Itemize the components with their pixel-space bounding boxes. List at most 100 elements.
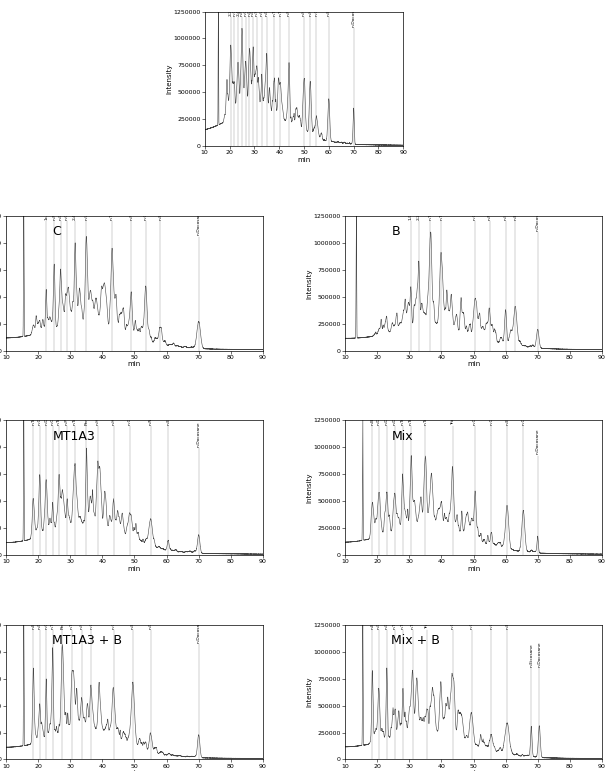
Text: Pentane: Pentane	[85, 406, 88, 425]
Text: 2,2,4,6-Tetramethylbenzene: 2,2,4,6-Tetramethylbenzene	[417, 159, 421, 220]
Text: n-Tetramethylbenzene: n-Tetramethylbenzene	[70, 581, 74, 629]
Text: n-Docosane: n-Docosane	[537, 641, 541, 667]
Text: n-Nonane: n-Nonane	[52, 199, 56, 220]
Text: 1c,2c,3c-Trimethylcyclohexane: 1c,2c,3c-Trimethylcyclohexane	[44, 153, 48, 220]
Text: n-Tetradecane: n-Tetradecane	[423, 394, 427, 425]
Text: n-Styrene: n-Styrene	[255, 0, 259, 15]
Text: n-Octadecane: n-Octadecane	[128, 394, 132, 425]
Text: n-Cyclohexane/Toluene: n-Cyclohexane/Toluene	[244, 0, 247, 15]
Text: n-Decane/Trimethylbenzene: n-Decane/Trimethylbenzene	[38, 567, 42, 629]
Text: n-Hexane: n-Hexane	[95, 403, 100, 425]
Text: n-Pentadecane: n-Pentadecane	[130, 187, 133, 220]
X-axis label: min: min	[128, 361, 141, 367]
Text: n-Octadecane: n-Octadecane	[489, 394, 493, 425]
Text: n-Docosane: n-Docosane	[148, 604, 153, 629]
Text: n-Toluene: n-Toluene	[401, 608, 405, 629]
Text: 2,2,4-Trimethylpentane: 2,2,4-Trimethylpentane	[229, 0, 233, 15]
Text: n-Dodecane: n-Dodecane	[393, 398, 397, 425]
Text: n-C8/n-C9: n-C8/n-C9	[44, 608, 48, 629]
Text: n-Eicosane: n-Eicosane	[166, 401, 170, 425]
Text: n-Eicosane: n-Eicosane	[327, 0, 331, 15]
Text: n-Butane: n-Butane	[370, 405, 375, 425]
Text: n-Octadecane: n-Octadecane	[89, 598, 93, 629]
X-axis label: min: min	[467, 770, 480, 771]
Text: n-Dodecane: n-Dodecane	[385, 603, 389, 629]
Text: n-Tetramethylbenzene: n-Tetramethylbenzene	[50, 581, 55, 629]
Text: n-Butane: n-Butane	[370, 609, 375, 629]
Text: n-Decane: n-Decane	[385, 404, 389, 425]
Y-axis label: Intensity: Intensity	[306, 473, 313, 503]
Text: Pentane: Pentane	[60, 611, 64, 629]
Text: n-Octadecane: n-Octadecane	[314, 0, 319, 15]
X-axis label: min: min	[128, 770, 141, 771]
Text: n-Undecane: n-Undecane	[85, 194, 88, 220]
Text: n-Eicosane: n-Eicosane	[505, 605, 510, 629]
Text: MT1A3 + B: MT1A3 + B	[52, 635, 122, 648]
Text: n-Tetradecane: n-Tetradecane	[410, 598, 415, 629]
Text: n-Octane: n-Octane	[232, 0, 237, 15]
Text: n-Tridecane: n-Tridecane	[393, 604, 397, 629]
Text: n-Dodecane: n-Dodecane	[264, 0, 269, 15]
Text: n-Undecane: n-Undecane	[260, 0, 264, 15]
Text: C: C	[52, 225, 61, 238]
X-axis label: min: min	[297, 157, 311, 163]
Text: n-Decane: n-Decane	[58, 199, 63, 220]
Text: n-Tetradecane: n-Tetradecane	[440, 189, 443, 220]
Text: n-Butane: n-Butane	[32, 609, 35, 629]
Text: n-Octadecane: n-Octadecane	[473, 394, 477, 425]
Text: n-Tetradecane: n-Tetradecane	[110, 189, 114, 220]
Text: Tridecane: Tridecane	[425, 608, 429, 629]
Text: n-Decane/Trimethylbenzene: n-Decane/Trimethylbenzene	[44, 363, 48, 425]
Text: n-C8/n-C9: n-C8/n-C9	[50, 402, 55, 425]
Text: n-Dodecane/Cyclohexane: n-Dodecane/Cyclohexane	[251, 0, 255, 15]
Text: 2,4,4-Trimethylhexane: 2,4,4-Trimethylhexane	[237, 0, 240, 15]
Text: n-Eicosane: n-Eicosane	[158, 197, 162, 220]
Text: n-Docosane: n-Docosane	[197, 210, 201, 235]
Text: n-Toluene: n-Toluene	[409, 404, 413, 425]
Text: 1-Decenyl-2methylbenzene: 1-Decenyl-2methylbenzene	[409, 160, 413, 220]
Text: n-Eicosane: n-Eicosane	[513, 197, 517, 220]
Text: n-Toluene: n-Toluene	[428, 200, 432, 220]
Text: B: B	[392, 225, 400, 238]
Text: n-Pentadecane: n-Pentadecane	[287, 0, 291, 15]
Text: n-Nonane/Isooctylbenzene: n-Nonane/Isooctylbenzene	[240, 0, 244, 15]
Text: n-Octadecane: n-Octadecane	[112, 598, 116, 629]
Text: MT1A3: MT1A3	[52, 430, 95, 443]
Text: n-Octadecane: n-Octadecane	[521, 394, 525, 425]
Y-axis label: Intensity: Intensity	[166, 63, 172, 94]
Text: n-Toluene: n-Toluene	[32, 404, 35, 425]
Text: n-Docosane: n-Docosane	[536, 429, 540, 454]
Text: Mix + B: Mix + B	[392, 635, 440, 648]
Text: Tridecane: Tridecane	[451, 403, 455, 425]
Text: n-Eicosane: n-Eicosane	[131, 605, 135, 629]
Text: n-Docosane: n-Docosane	[197, 618, 201, 643]
Text: n-Icosane: n-Icosane	[503, 199, 508, 220]
X-axis label: min: min	[128, 566, 141, 571]
X-axis label: min: min	[467, 361, 480, 367]
Text: n-Octadecane: n-Octadecane	[451, 598, 455, 629]
Text: n-Docosane: n-Docosane	[351, 2, 356, 27]
Text: n-Nonadecane: n-Nonadecane	[488, 188, 491, 220]
Text: n-Tetramethylbenzene: n-Tetramethylbenzene	[57, 375, 61, 425]
Text: Mix: Mix	[392, 430, 413, 443]
Text: n-Tridecane: n-Tridecane	[272, 0, 276, 15]
Text: n-Hexane: n-Hexane	[80, 608, 83, 629]
Text: n-Docosane: n-Docosane	[536, 205, 540, 231]
Y-axis label: Intensity: Intensity	[306, 677, 313, 708]
Text: n-Hexadecane: n-Hexadecane	[302, 0, 306, 15]
Text: n-Octadecane: n-Octadecane	[143, 190, 148, 220]
Text: n-Tridecane: n-Tridecane	[401, 399, 405, 425]
Text: n-Octadecane: n-Octadecane	[489, 598, 493, 629]
Text: 2,4,5-Trimethylbenzene: 2,4,5-Trimethylbenzene	[73, 169, 77, 220]
Text: n-Decane/Benzene: n-Decane/Benzene	[247, 0, 251, 15]
Text: n-Heptadecane: n-Heptadecane	[308, 0, 312, 15]
Text: n-Docosane: n-Docosane	[197, 421, 201, 446]
Text: n-Nonadecane: n-Nonadecane	[148, 392, 153, 425]
Text: n-Decane: n-Decane	[377, 608, 381, 629]
Text: n-Decane: n-Decane	[377, 404, 381, 425]
X-axis label: min: min	[467, 566, 480, 571]
Text: n-Tetradecane: n-Tetradecane	[278, 0, 282, 15]
Text: n-C4-Indane: n-C4-Indane	[65, 194, 69, 220]
Y-axis label: Intensity: Intensity	[306, 268, 313, 298]
Text: n-Heptadecane: n-Heptadecane	[112, 391, 116, 425]
